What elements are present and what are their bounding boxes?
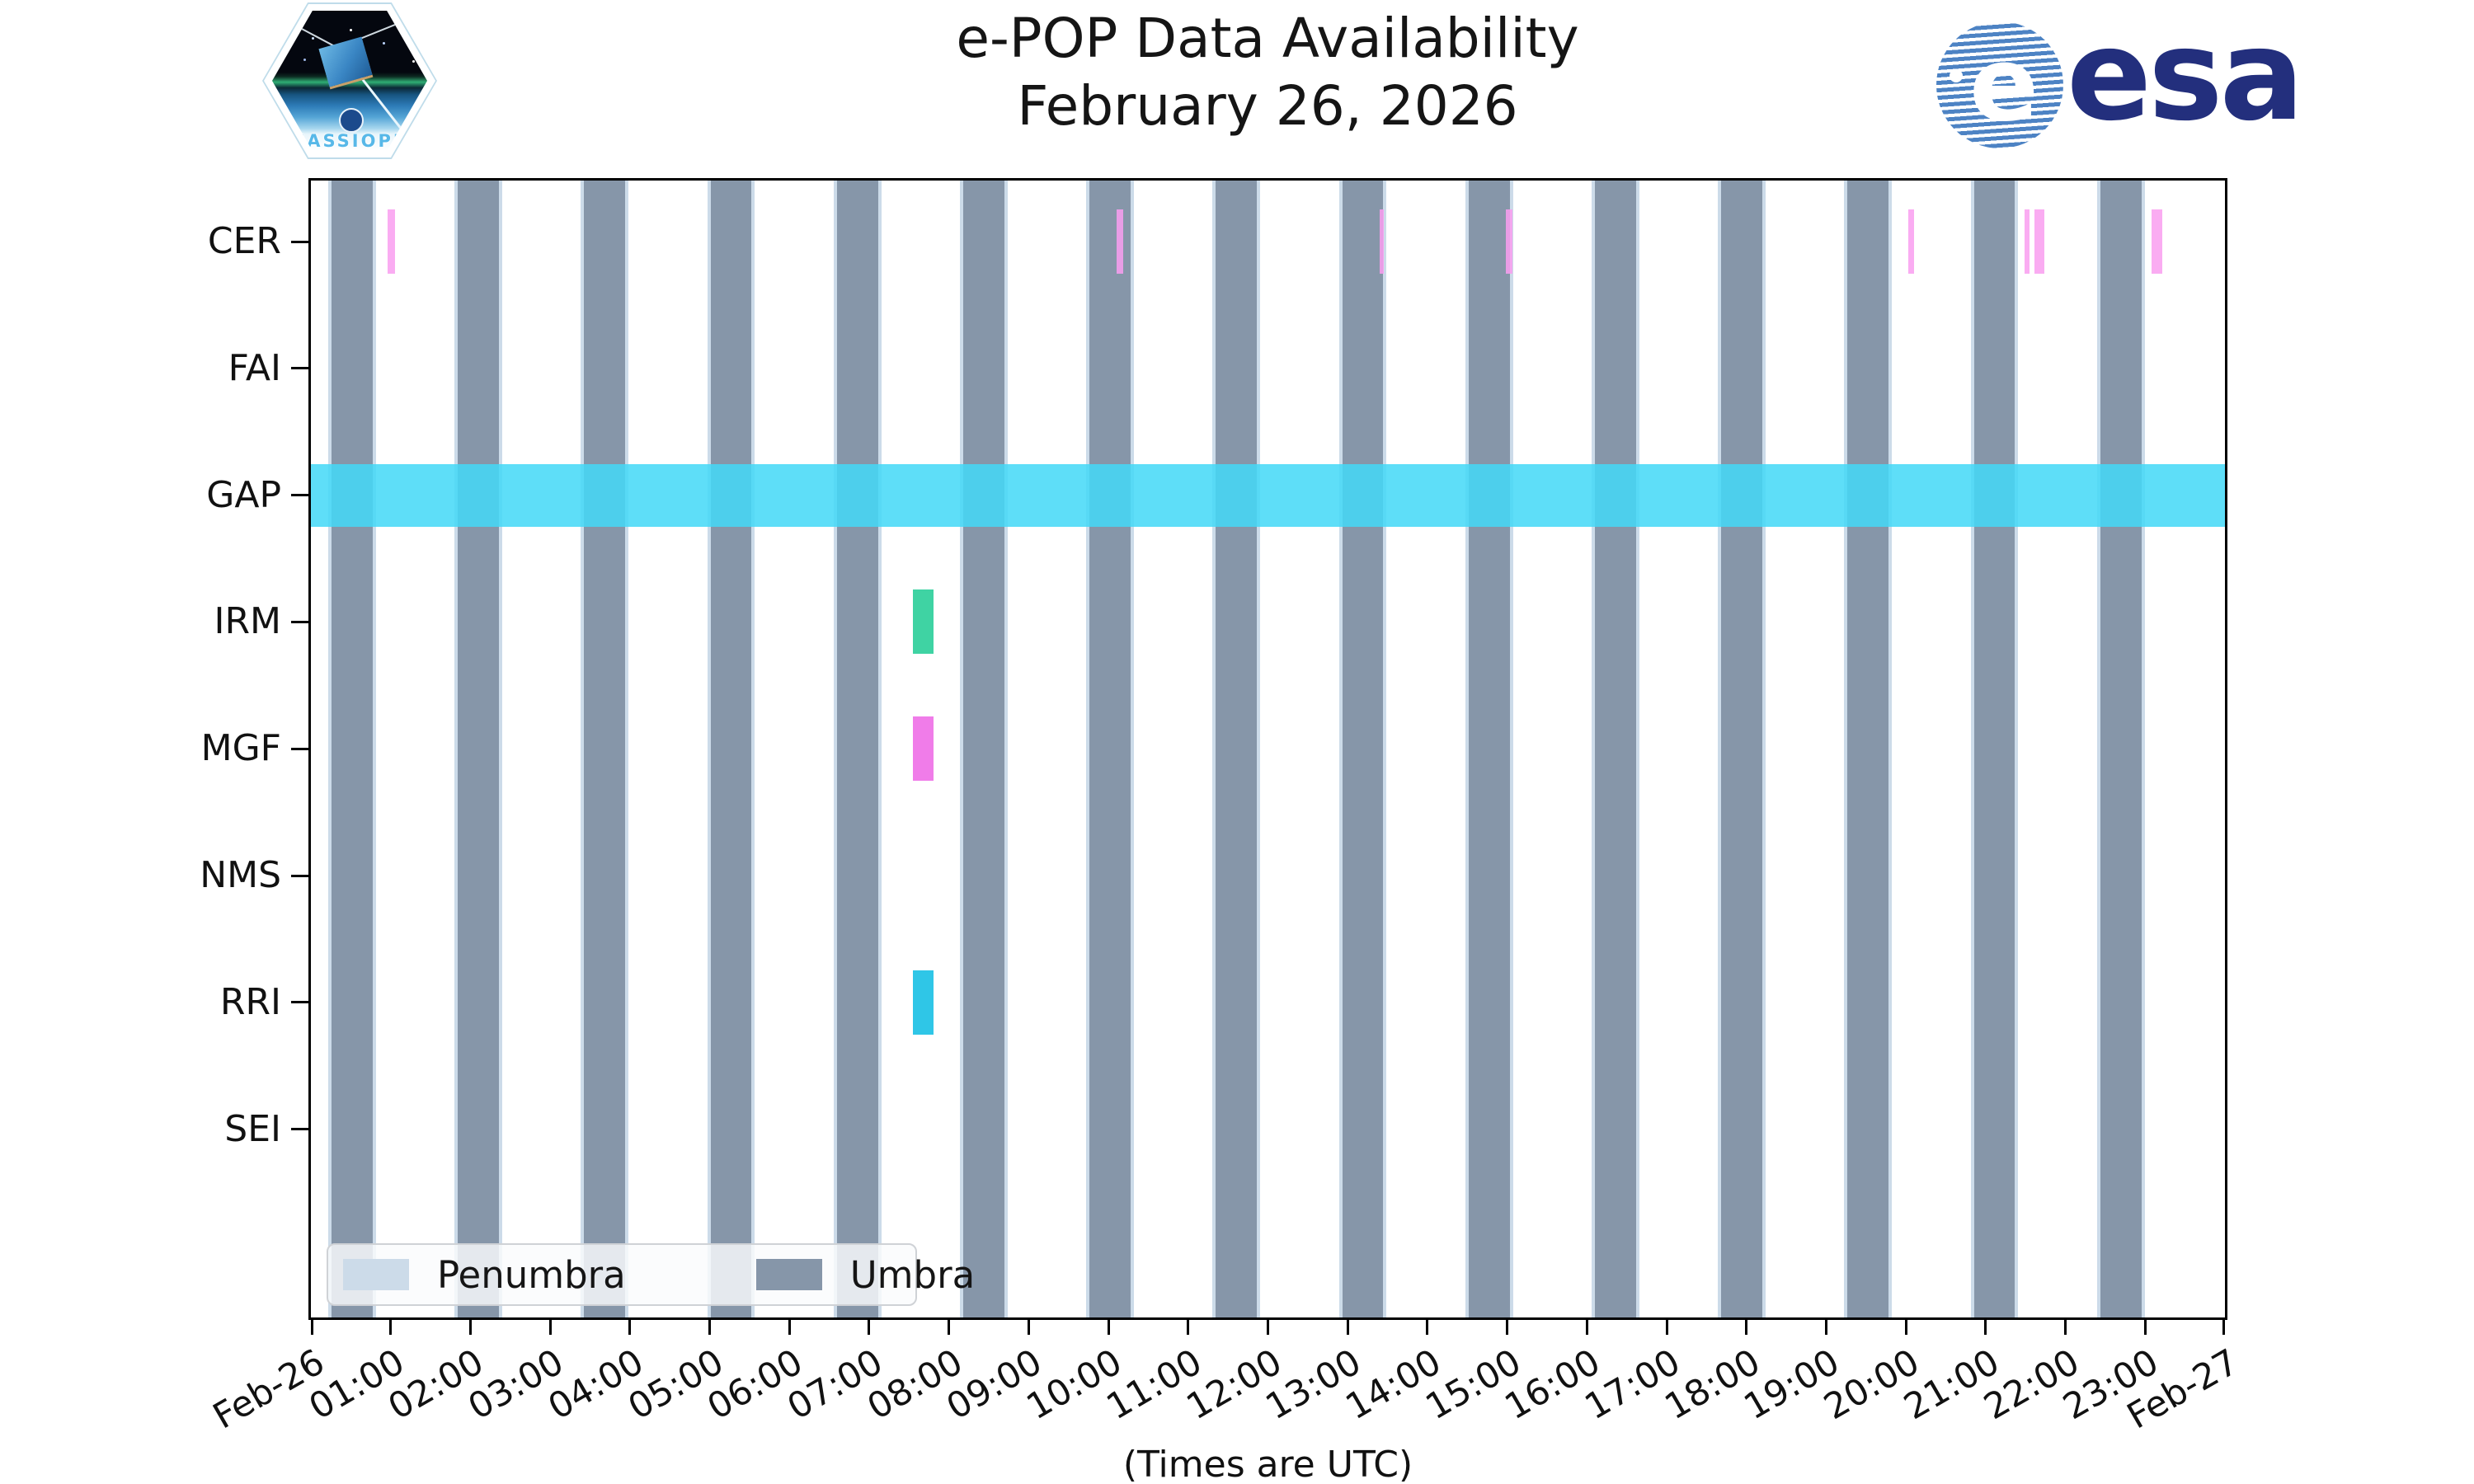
cer-availability-mark — [1506, 209, 1513, 274]
umbra-interval-bar — [2096, 181, 2145, 1317]
y-axis-tick — [291, 874, 308, 877]
cassiope-patch-label: CASSIOPE — [291, 131, 408, 151]
cer-availability-mark — [1379, 209, 1384, 274]
x-axis-tick — [708, 1317, 712, 1335]
x-axis-tick — [1107, 1317, 1110, 1335]
x-axis-tick — [548, 1317, 552, 1335]
cer-availability-mark — [2024, 209, 2030, 274]
umbra-interval-bar — [707, 181, 755, 1317]
y-axis-tick — [291, 747, 308, 750]
x-axis-tick — [1187, 1317, 1190, 1335]
x-axis-tick — [1027, 1317, 1030, 1335]
umbra-interval-bar — [327, 181, 376, 1317]
y-axis-label-cer: CER — [207, 220, 281, 262]
umbra-interval-bar — [1844, 181, 1893, 1317]
umbra-interval-bar — [454, 181, 503, 1317]
y-axis-tick — [291, 494, 308, 497]
x-axis-tick — [1506, 1317, 1509, 1335]
figure-title-block: e-POP Data Availability February 26, 202… — [525, 5, 2010, 140]
x-axis-tick — [389, 1317, 393, 1335]
cer-availability-mark — [2034, 209, 2044, 274]
umbra-legend-swatch — [755, 1259, 822, 1290]
esa-globe-icon: e — [1936, 21, 2063, 148]
penumbra-legend-swatch — [343, 1259, 409, 1290]
x-axis-tick — [2143, 1317, 2147, 1335]
cer-availability-mark — [1117, 209, 1124, 274]
x-axis-tick — [1267, 1317, 1269, 1335]
y-axis-tick — [291, 240, 308, 243]
x-axis-tick — [1346, 1317, 1349, 1335]
y-axis-tick — [291, 367, 308, 370]
umbra-interval-bar — [1212, 181, 1261, 1317]
x-axis-tick — [1745, 1317, 1748, 1335]
x-axis-title: (Times are UTC) — [1122, 1444, 1413, 1484]
x-axis-tick — [1585, 1317, 1588, 1335]
umbra-interval-bar — [581, 181, 629, 1317]
y-axis-label-gap: GAP — [206, 473, 281, 516]
umbra-interval-bar — [1086, 181, 1135, 1317]
cer-availability-mark — [1908, 209, 1915, 274]
plot-area: Penumbra Umbra (Times are UTC) CER FAI GAP… — [200, 178, 2246, 1484]
penumbra-legend-label: Penumbra — [437, 1252, 626, 1297]
umbra-interval-bar — [1970, 181, 2019, 1317]
umbra-interval-bar — [1465, 181, 1513, 1317]
esa-logo: e esa — [1936, 2, 2448, 157]
esa-globe-letter: e — [1968, 26, 2039, 144]
y-axis-label-irm: IRM — [214, 600, 281, 643]
page-title: e-POP Data Availability — [956, 7, 1579, 70]
x-axis-tick — [1984, 1317, 1987, 1335]
y-axis-label-fai: FAI — [228, 346, 281, 389]
umbra-interval-bar — [1718, 181, 1766, 1317]
y-axis-label-rri: RRI — [219, 980, 281, 1023]
x-axis-tick — [311, 1317, 313, 1335]
gap-availability-band — [311, 464, 2225, 527]
x-axis-tick — [1665, 1317, 1668, 1335]
y-axis-tick — [291, 1128, 308, 1131]
y-axis-label-mgf: MGF — [200, 727, 281, 770]
cassiope-mission-patch: CASSIOPE — [262, 2, 437, 159]
cer-availability-mark — [387, 209, 395, 274]
x-axis-tick — [628, 1317, 632, 1335]
esa-wordmark: esa — [2067, 2, 2304, 148]
x-axis-tick — [788, 1317, 791, 1335]
umbra-interval-bar — [959, 181, 1008, 1317]
satellite-boom-icon — [358, 74, 405, 134]
umbra-interval-bar — [833, 181, 882, 1317]
x-axis-tick — [948, 1317, 951, 1335]
mgf-availability-mark — [913, 716, 934, 782]
x-axis-tick — [1904, 1317, 1907, 1335]
x-axis-tick — [1824, 1317, 1827, 1335]
agency-badge-icon — [339, 108, 364, 133]
umbra-legend-label: Umbra — [849, 1252, 976, 1297]
page-subtitle-date: February 26, 2026 — [1017, 74, 1518, 138]
cer-availability-mark — [2152, 209, 2163, 274]
x-axis-tick — [2222, 1317, 2225, 1335]
y-axis-tick — [291, 620, 308, 623]
legend: Penumbra Umbra — [327, 1243, 975, 1306]
x-axis-tick — [468, 1317, 472, 1335]
umbra-interval-bar — [1338, 181, 1387, 1317]
x-axis-tick — [1426, 1317, 1429, 1335]
y-axis-tick — [291, 1001, 308, 1004]
rri-availability-mark — [913, 970, 934, 1035]
esa-globe-dot-icon — [1950, 69, 1963, 82]
irm-availability-mark — [913, 589, 934, 655]
x-axis-tick — [868, 1317, 871, 1335]
y-axis-label-sei: SEI — [224, 1107, 281, 1150]
y-axis-label-nms: NMS — [200, 854, 281, 896]
umbra-interval-bar — [1592, 181, 1639, 1317]
x-axis-tick — [2064, 1317, 2067, 1335]
